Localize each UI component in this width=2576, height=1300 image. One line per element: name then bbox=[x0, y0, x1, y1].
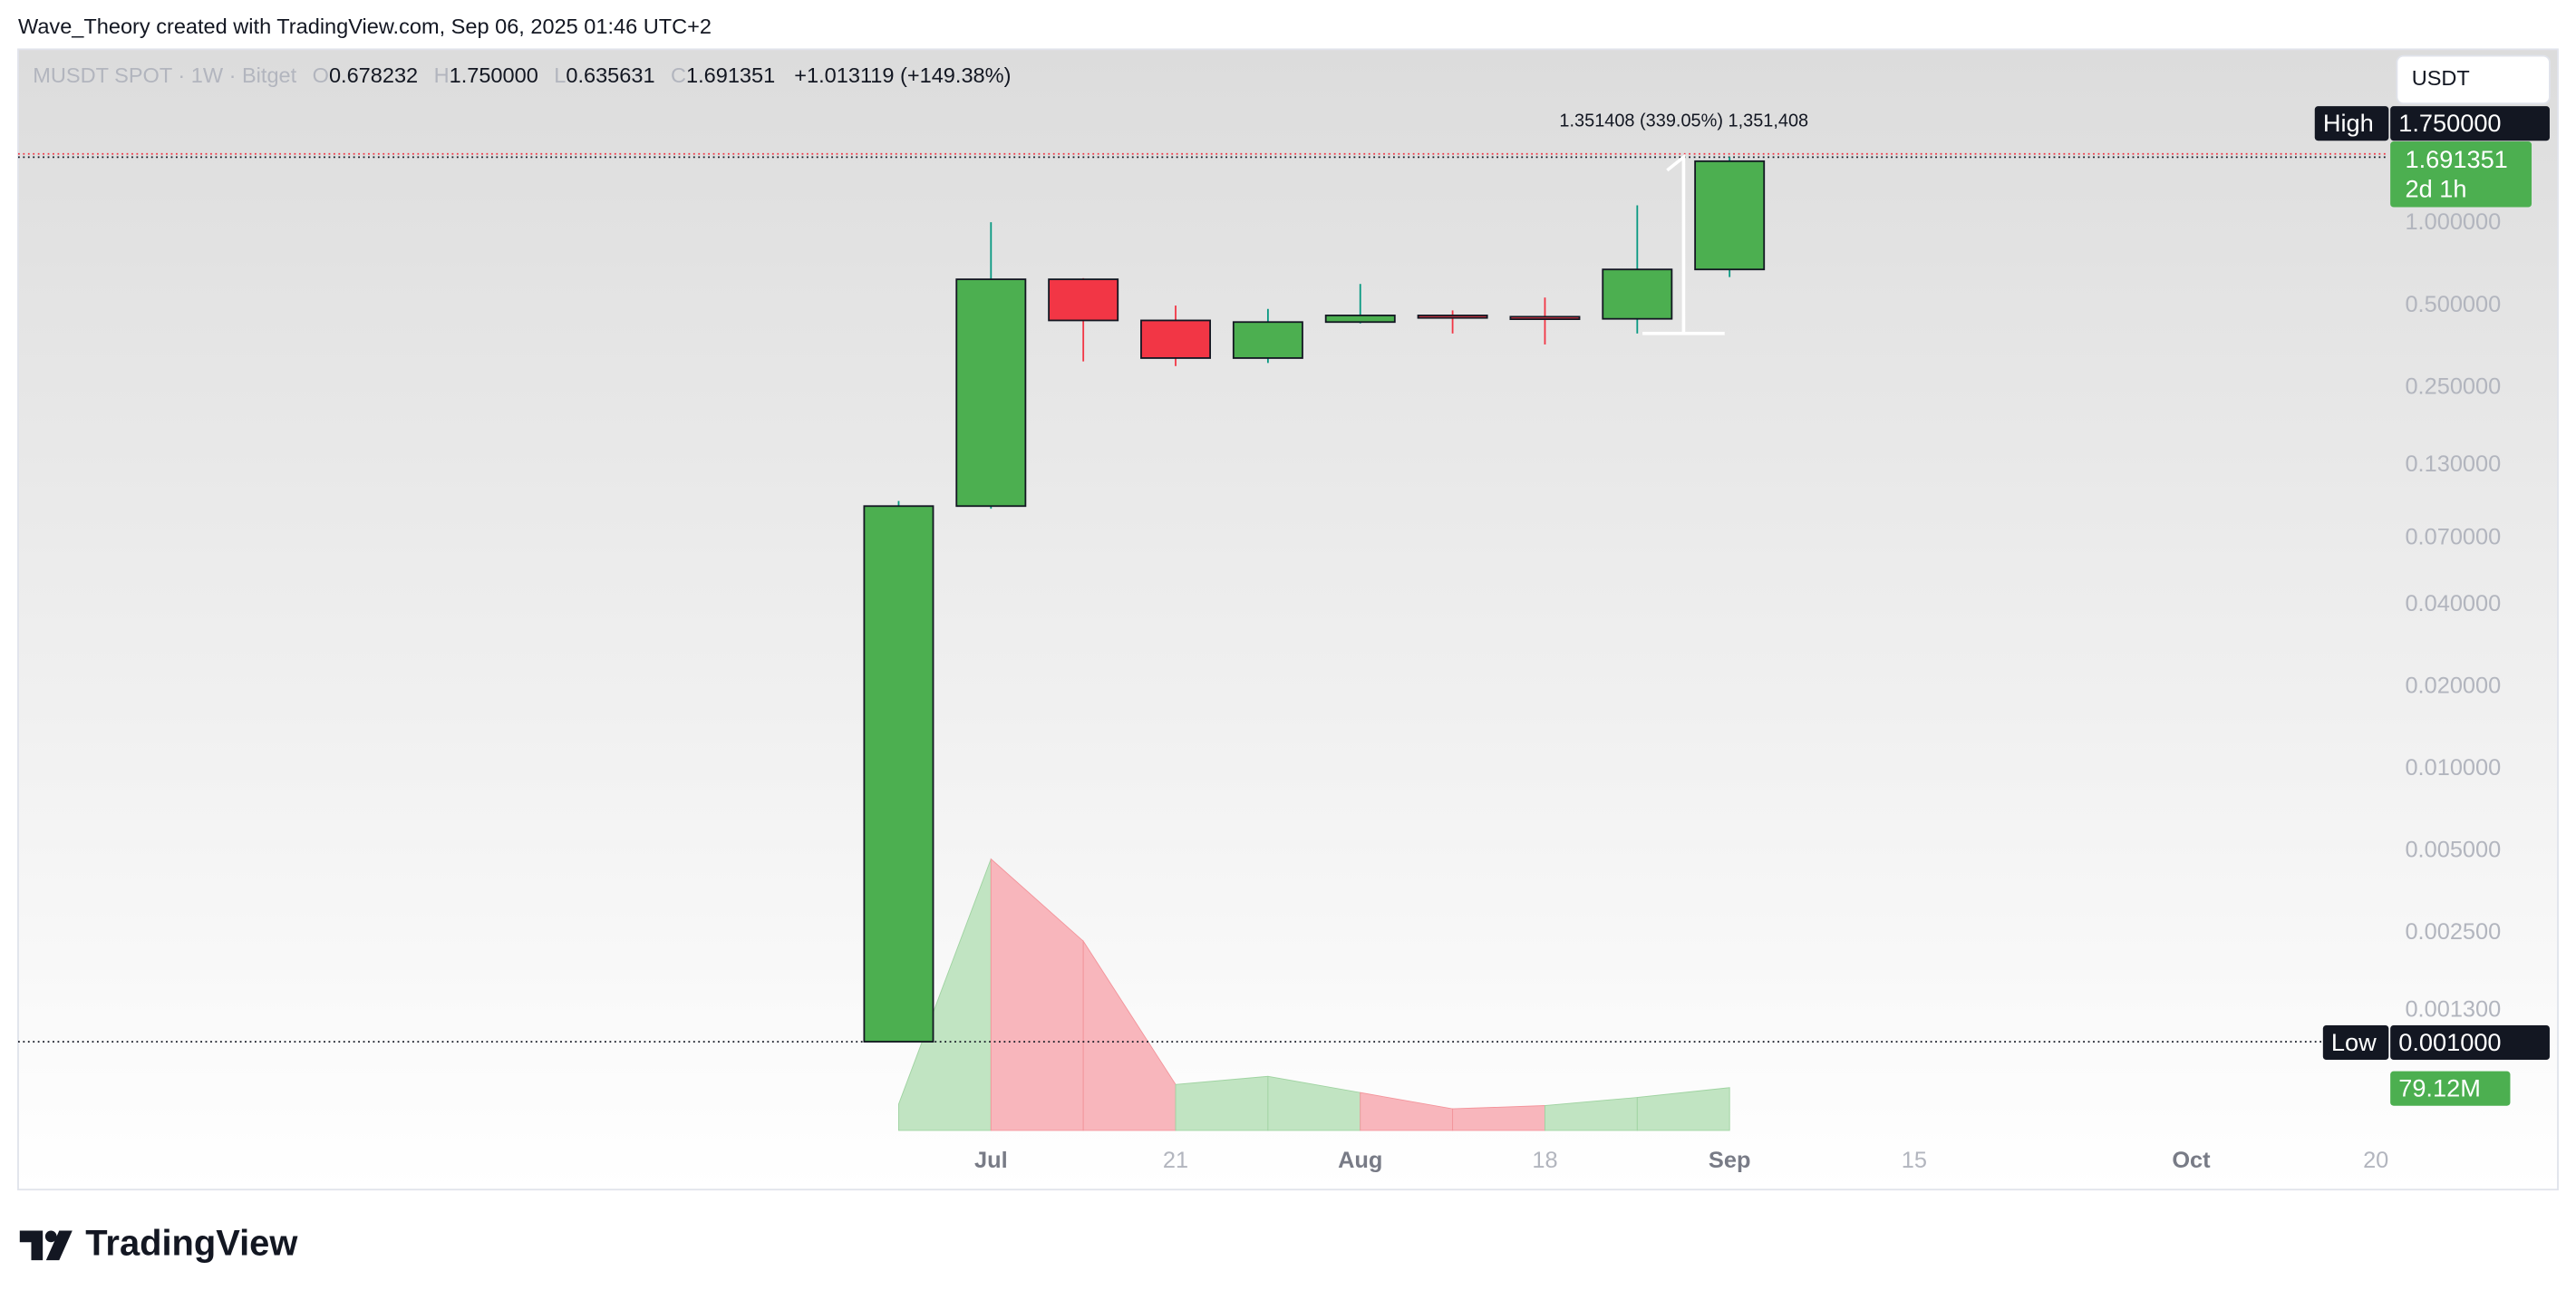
measure-label: 1.351408 (339.05%) 1,351,408 bbox=[1559, 111, 1808, 131]
volume-label-box bbox=[2390, 1071, 2511, 1106]
legend-value: 1.750000 bbox=[450, 63, 538, 87]
legend-key: L bbox=[554, 63, 566, 87]
symbol: MUSDT SPOT · 1W · Bitget bbox=[33, 63, 296, 87]
high-value-box bbox=[2390, 106, 2550, 141]
candle-body bbox=[1232, 321, 1303, 359]
legend-key: O bbox=[313, 63, 329, 87]
y-tick-label: 0.020000 bbox=[2405, 673, 2501, 698]
last-price: 1.691351 bbox=[2405, 145, 2507, 173]
high-value: 1.750000 bbox=[2398, 109, 2501, 137]
legend-value: 0.635631 bbox=[566, 63, 654, 87]
candle-body bbox=[1509, 315, 1581, 320]
candle-body bbox=[1324, 315, 1396, 324]
currency-button-label[interactable]: USDT bbox=[2412, 66, 2470, 90]
candle-body bbox=[863, 505, 935, 1043]
y-tick-label: 0.002500 bbox=[2405, 919, 2501, 945]
x-tick-label: Aug bbox=[1338, 1148, 1382, 1173]
volume-segment bbox=[1636, 1087, 1730, 1131]
x-tick-label: Oct bbox=[2172, 1148, 2211, 1173]
x-tick-label: 18 bbox=[1532, 1148, 1557, 1173]
volume-segment bbox=[1452, 1105, 1545, 1131]
legend-key: C bbox=[671, 63, 686, 87]
low-value: 0.001000 bbox=[2398, 1028, 2501, 1056]
volume-segment bbox=[1175, 1075, 1269, 1131]
x-tick-label: Sep bbox=[1709, 1148, 1751, 1173]
high-label-box bbox=[2314, 106, 2389, 141]
candle-body bbox=[1048, 278, 1119, 322]
x-tick-label: 15 bbox=[1902, 1148, 1927, 1173]
brand-name: TradingView bbox=[85, 1223, 298, 1263]
header: Wave_Theory created with TradingView.com… bbox=[18, 15, 712, 38]
x-tick-label: Jul bbox=[974, 1148, 1008, 1173]
legend: MUSDT SPOT · 1W · Bitget O0.678232 H1.75… bbox=[33, 63, 1011, 87]
change: +1.013119 (+149.38%) bbox=[794, 63, 1011, 87]
low-label-box bbox=[2322, 1024, 2389, 1061]
y-tick-label: 0.070000 bbox=[2405, 525, 2501, 550]
candle-body bbox=[955, 278, 1027, 508]
candle-body bbox=[1417, 315, 1488, 319]
measure-bracket bbox=[1642, 153, 1725, 335]
last-price-box bbox=[2390, 141, 2532, 208]
volume-label: 79.12M bbox=[2398, 1074, 2481, 1102]
candle-body bbox=[1140, 319, 1211, 359]
candle-body bbox=[1694, 160, 1766, 271]
y-tick-label: 0.010000 bbox=[2405, 755, 2501, 781]
low-value-box bbox=[2390, 1024, 2550, 1061]
brand-logo bbox=[19, 1230, 73, 1261]
y-tick-label: 0.250000 bbox=[2405, 374, 2501, 399]
y-tick-label: 0.130000 bbox=[2405, 451, 2501, 477]
countdown: 2d 1h bbox=[2405, 175, 2466, 203]
legend-value: 0.678232 bbox=[329, 63, 418, 87]
x-tick-label: 21 bbox=[1163, 1148, 1188, 1173]
x-tick-label: 20 bbox=[2363, 1148, 2388, 1173]
low-label: Low bbox=[2331, 1028, 2377, 1056]
y-tick-label: 1.000000 bbox=[2405, 209, 2501, 235]
y-tick-label: 0.001300 bbox=[2405, 997, 2501, 1023]
y-tick-label: 0.500000 bbox=[2405, 292, 2501, 317]
y-tick-label: 0.005000 bbox=[2405, 837, 2501, 862]
legend-key: H bbox=[434, 63, 450, 87]
legend-value: 1.691351 bbox=[686, 63, 775, 87]
chart-pane bbox=[17, 48, 2559, 1191]
currency-button[interactable] bbox=[2396, 54, 2551, 105]
high-label: High bbox=[2323, 109, 2374, 137]
volume-area bbox=[897, 858, 1730, 1131]
candle-body bbox=[1602, 268, 1673, 320]
y-tick-label: 0.040000 bbox=[2405, 591, 2501, 616]
